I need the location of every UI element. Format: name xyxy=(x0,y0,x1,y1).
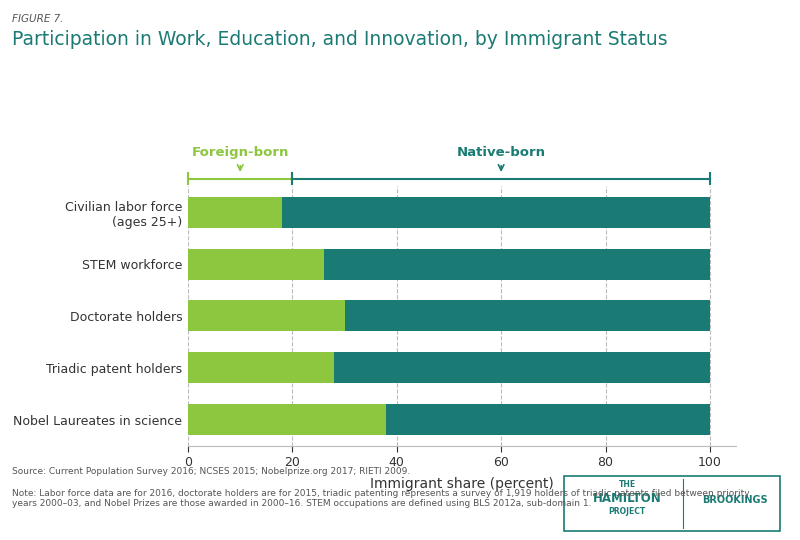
Bar xyxy=(324,248,710,280)
Bar xyxy=(188,248,324,280)
Text: HAMILTON: HAMILTON xyxy=(593,492,662,505)
Bar xyxy=(282,197,710,228)
Bar xyxy=(386,404,710,435)
Text: BROOKINGS: BROOKINGS xyxy=(702,495,767,505)
Bar xyxy=(345,300,710,332)
Text: Participation in Work, Education, and Innovation, by Immigrant Status: Participation in Work, Education, and In… xyxy=(12,30,668,49)
FancyBboxPatch shape xyxy=(565,476,779,531)
Text: Native-born: Native-born xyxy=(457,146,546,159)
X-axis label: Immigrant share (percent): Immigrant share (percent) xyxy=(370,477,554,491)
Text: FIGURE 7.: FIGURE 7. xyxy=(12,14,63,24)
Bar xyxy=(188,404,386,435)
Text: Source: Current Population Survey 2016; NCSES 2015; Nobelprize.org 2017; RIETI 2: Source: Current Population Survey 2016; … xyxy=(12,467,410,476)
Bar xyxy=(188,352,334,383)
Text: Note: Labor force data are for 2016, doctorate holders are for 2015, triadic pat: Note: Labor force data are for 2016, doc… xyxy=(12,489,750,508)
Bar xyxy=(188,300,345,332)
Bar xyxy=(188,197,282,228)
Bar xyxy=(334,352,710,383)
Text: PROJECT: PROJECT xyxy=(609,507,646,516)
Text: THE: THE xyxy=(618,480,636,489)
Text: Foreign-born: Foreign-born xyxy=(191,146,289,159)
